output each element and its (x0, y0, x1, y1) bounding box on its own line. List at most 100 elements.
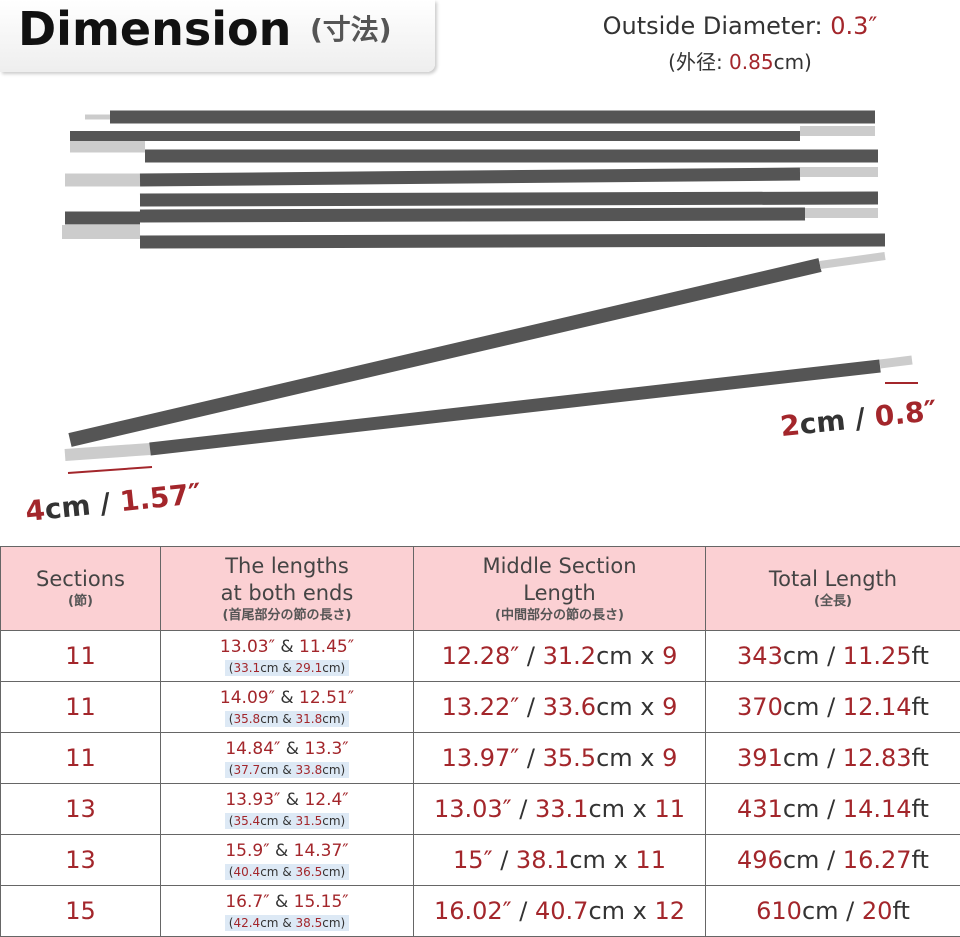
unit: cm (596, 693, 633, 721)
unit: x (633, 897, 647, 925)
unit: cm (588, 897, 625, 925)
value: 391 (737, 744, 783, 772)
value: 35.4 (233, 814, 260, 828)
value: 11.45″ (299, 637, 354, 657)
unit: ft (912, 744, 929, 772)
unit: cm (322, 814, 340, 828)
unit: & (286, 739, 299, 759)
unit: / (519, 795, 527, 823)
ends-inch: 14.84″ & 13.3″ (161, 739, 413, 759)
value: 35.5 (543, 744, 596, 772)
unit: / (827, 846, 835, 874)
middle-cell: 13.03″ / 33.1cm x 11 (414, 784, 706, 835)
value: 9 (662, 693, 677, 721)
total-cell: 431cm / 14.14ft (706, 784, 960, 835)
unit: cm (260, 712, 278, 726)
value: 29.1 (296, 661, 323, 675)
sections-cell: 13 (1, 835, 161, 886)
value: 9 (662, 642, 677, 670)
value: 15.15″ (294, 892, 349, 912)
sections-cell: 11 (1, 733, 161, 784)
value: 16.7″ (225, 892, 269, 912)
ends-cm: (35.4cm & 31.5cm) (225, 813, 349, 829)
value: 35.8 (233, 712, 260, 726)
unit: / (827, 642, 835, 670)
unit: cm (596, 744, 633, 772)
ends-inch: 15.9″ & 14.37″ (161, 841, 413, 861)
value: 20 (862, 897, 893, 925)
middle-cell: 12.28″ / 31.2cm x 9 (414, 631, 706, 682)
value: 11 (655, 795, 686, 823)
middle-cell: 13.22″ / 33.6cm x 9 (414, 682, 706, 733)
value: 13.22″ (442, 693, 520, 721)
unit: / (519, 897, 527, 925)
value: 13.03″ (434, 795, 512, 823)
unit: & (282, 763, 291, 777)
ends-cm: (33.1cm & 29.1cm) (225, 660, 349, 676)
header-note: (全長) (706, 593, 960, 611)
value: 9 (662, 744, 677, 772)
ends-cm: (37.7cm & 33.8cm) (225, 762, 349, 778)
value: 12.83 (843, 744, 912, 772)
unit: ) (341, 916, 346, 930)
unit: & (280, 637, 293, 657)
header-line: Sections (1, 566, 160, 593)
unit: x (633, 795, 647, 823)
unit: x (640, 693, 654, 721)
unit: / (527, 642, 535, 670)
value: 31.8 (296, 712, 323, 726)
unit: cm (802, 897, 839, 925)
value: 16.27 (843, 846, 912, 874)
unit: ft (912, 693, 929, 721)
ends-inch: 16.7″ & 15.15″ (161, 892, 413, 912)
value: 13.97″ (442, 744, 520, 772)
value: 38.5 (296, 916, 323, 930)
unit: & (275, 841, 288, 861)
unit: cm (43, 488, 92, 526)
unit: cm (588, 795, 625, 823)
value: 0.8″ (873, 394, 938, 433)
value: 37.7 (233, 763, 260, 777)
ends-cell: 14.09″ & 12.51″(35.8cm & 31.8cm) (161, 682, 414, 733)
unit: ft (912, 795, 929, 823)
header-note: (節) (1, 593, 160, 611)
unit: & (282, 712, 291, 726)
unit: & (282, 916, 291, 930)
unit: cm (596, 642, 633, 670)
unit: / (853, 401, 867, 435)
ends-cell: 13.03″ & 11.45″(33.1cm & 29.1cm) (161, 631, 414, 682)
unit: cm (783, 744, 820, 772)
unit: & (282, 865, 291, 879)
value: 40.4 (233, 865, 260, 879)
unit: ft (912, 846, 929, 874)
middle-cell: 16.02″ / 40.7cm x 12 (414, 886, 706, 937)
unit: cm (260, 661, 278, 675)
value: 33.1 (535, 795, 588, 823)
unit: & (275, 892, 288, 912)
total-cell: 496cm / 16.27ft (706, 835, 960, 886)
unit: ft (912, 642, 929, 670)
value: 14.09″ (220, 688, 275, 708)
unit: ft (892, 897, 909, 925)
unit: / (827, 795, 835, 823)
unit: cm (783, 693, 820, 721)
value: 370 (737, 693, 783, 721)
ends-cell: 14.84″ & 13.3″ (37.7cm & 33.8cm) (161, 733, 414, 784)
unit: / (827, 693, 835, 721)
value: 11.25 (843, 642, 912, 670)
sections-cell: 13 (1, 784, 161, 835)
value: 15.9″ (225, 841, 269, 861)
value: 14.84″ (225, 739, 280, 759)
header-note: (首尾部分の節の長さ) (161, 607, 413, 625)
value: 40.7 (535, 897, 588, 925)
unit: cm (783, 795, 820, 823)
